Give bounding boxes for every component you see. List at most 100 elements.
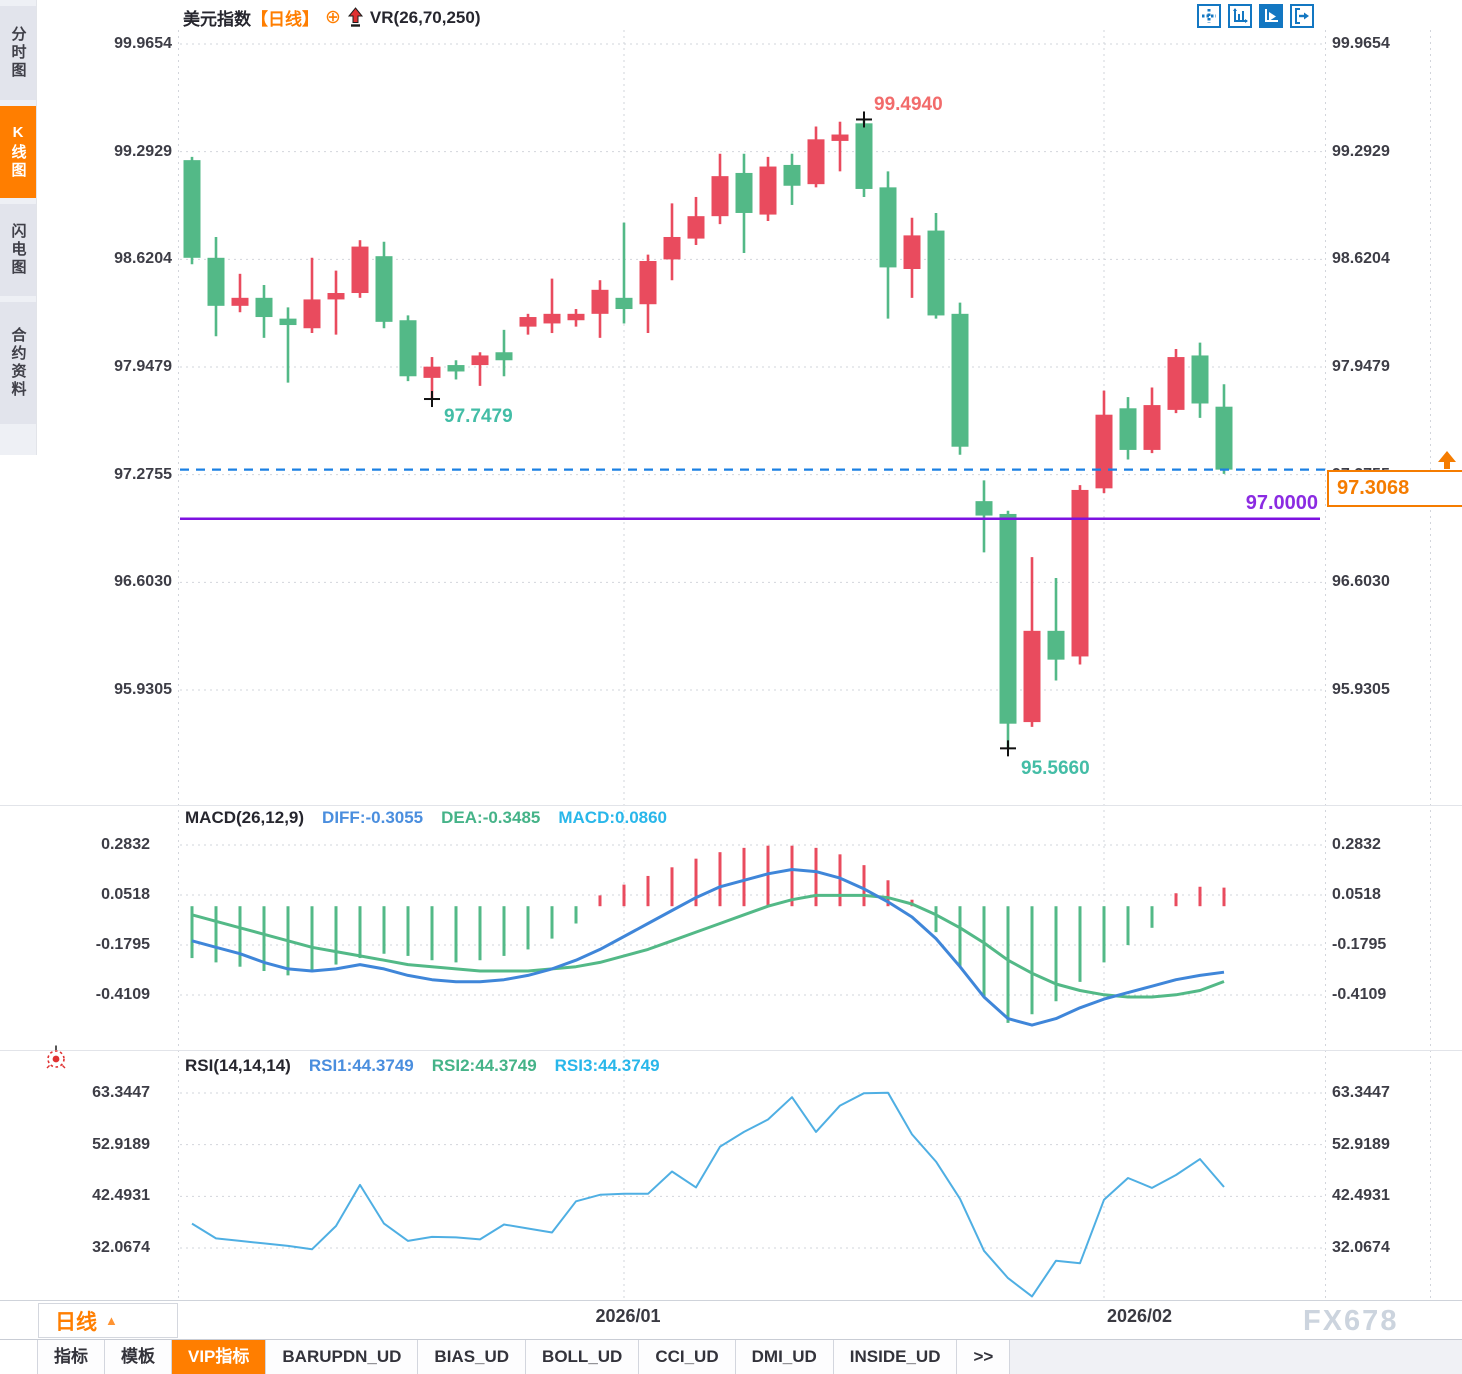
rsi-line <box>191 1091 1225 1298</box>
candle[interactable] <box>975 480 993 553</box>
bottom-tab-VIP[interactable]: VIP指标 <box>172 1340 267 1374</box>
x-axis-label-feb: 2026/02 <box>1107 1306 1173 1326</box>
candle[interactable] <box>999 510 1017 749</box>
candle[interactable] <box>1023 557 1041 727</box>
candle[interactable] <box>327 270 345 335</box>
y-axis-label: 95.9305 <box>1332 680 1390 698</box>
candle[interactable] <box>711 153 729 225</box>
exit-right-icon[interactable] <box>1290 4 1314 28</box>
candle[interactable] <box>879 171 897 319</box>
bottom-tab-DMI_UD[interactable]: DMI_UD <box>735 1340 834 1374</box>
bottom-tab-BARUPDN_UD[interactable]: BARUPDN_UD <box>266 1340 419 1374</box>
pan-crosshair-icon[interactable] <box>1197 4 1221 28</box>
y-axis-label: 96.6030 <box>1332 573 1390 591</box>
bottom-tab-CCI_UD[interactable]: CCI_UD <box>639 1340 736 1374</box>
sidebar-item-2[interactable]: K线图 <box>0 106 36 198</box>
bottom-tab-[interactable]: >> <box>957 1340 1011 1374</box>
extreme-marker <box>424 391 440 408</box>
candle[interactable] <box>351 240 369 298</box>
candle[interactable] <box>1119 397 1137 460</box>
candle[interactable] <box>951 302 969 455</box>
candle[interactable] <box>279 307 297 383</box>
y-axis-label: 52.9189 <box>92 1135 150 1153</box>
candle[interactable] <box>927 212 945 319</box>
candle[interactable] <box>183 156 201 265</box>
candle[interactable] <box>375 241 393 329</box>
candle[interactable] <box>1215 384 1233 474</box>
candle[interactable] <box>615 222 633 324</box>
y-axis-label: 95.9305 <box>114 680 172 698</box>
macd-dea-line <box>191 893 1225 999</box>
macd-header: MACD(26,12,9) DIFF:-0.3055 DEA:-0.3485 M… <box>185 808 667 828</box>
timeframe-button[interactable]: 日线 ▲ <box>38 1303 178 1338</box>
rsi2-value: RSI2:44.3749 <box>431 1056 537 1075</box>
candle[interactable] <box>831 121 849 172</box>
axis-scale-icon[interactable] <box>1228 4 1252 28</box>
candle[interactable] <box>1071 485 1089 665</box>
axis-play-icon[interactable] <box>1259 4 1283 28</box>
bottom-tab-[interactable]: 指标 <box>38 1340 105 1374</box>
candle[interactable] <box>303 257 321 334</box>
candle[interactable] <box>567 309 585 327</box>
candle[interactable] <box>495 329 513 377</box>
candle[interactable] <box>1095 390 1113 494</box>
candle[interactable] <box>639 254 657 334</box>
candle[interactable] <box>855 119 873 197</box>
support-price-label: 97.0000 <box>1245 492 1318 514</box>
period-tag: 【日线】 <box>251 10 319 29</box>
candle[interactable] <box>591 280 609 338</box>
candle[interactable] <box>735 153 753 253</box>
y-axis-label: 0.2832 <box>101 836 150 853</box>
candle[interactable] <box>399 315 417 382</box>
y-axis-label: -0.1795 <box>95 935 150 953</box>
candle[interactable] <box>1167 349 1185 414</box>
bottom-tab-INSIDE_UD[interactable]: INSIDE_UD <box>833 1340 958 1374</box>
y-axis-label: 52.9189 <box>1332 1135 1390 1153</box>
y-axis-label: 99.2929 <box>114 142 172 160</box>
bottom-tab-BIAS_UD[interactable]: BIAS_UD <box>418 1340 527 1374</box>
sidebar-item-1[interactable]: 分时图 <box>0 6 36 100</box>
candle[interactable] <box>207 236 225 337</box>
candle[interactable] <box>1047 577 1065 681</box>
macd-name: MACD(26,12,9) <box>185 808 305 827</box>
candle[interactable] <box>519 313 537 335</box>
rsi-name: RSI(14,14,14) <box>185 1056 291 1075</box>
candle[interactable] <box>687 196 705 245</box>
chart-toolbar <box>1197 4 1314 28</box>
y-axis-label: 63.3447 <box>1332 1084 1390 1101</box>
candle[interactable] <box>255 285 273 338</box>
candle[interactable] <box>231 273 249 313</box>
candle[interactable] <box>471 352 489 386</box>
y-axis-label: 97.9479 <box>114 358 172 375</box>
candle[interactable] <box>783 153 801 205</box>
candle[interactable] <box>543 278 561 334</box>
candle[interactable] <box>807 126 825 188</box>
candle[interactable] <box>447 360 465 380</box>
sidebar-item-4[interactable]: 合约资料 <box>0 302 36 424</box>
candle[interactable] <box>903 217 921 298</box>
candle[interactable] <box>663 203 681 281</box>
alarm-sun-icon[interactable] <box>42 1044 70 1077</box>
y-axis-label: 97.2755 <box>114 465 172 483</box>
candle[interactable] <box>1143 387 1161 454</box>
bottom-tab-BOLL_UD[interactable]: BOLL_UD <box>526 1340 640 1374</box>
y-axis-label: 99.9654 <box>1332 35 1390 52</box>
timeframe-arrow-icon: ▲ <box>105 1313 118 1328</box>
y-axis-label: 97.9479 <box>1332 358 1390 375</box>
peak-price-label: 99.4940 <box>874 94 943 115</box>
sidebar-item-3[interactable]: 闪电图 <box>0 204 36 296</box>
x-axis-label-jan: 2026/01 <box>595 1306 661 1326</box>
candle[interactable] <box>1191 342 1209 418</box>
trough2-price-label: 95.5660 <box>1021 758 1090 779</box>
candle[interactable] <box>759 156 777 221</box>
y-axis-label: 0.0518 <box>101 886 150 903</box>
indicator-tab-bar: 指标 模板 VIP指标 BARUPDN_UD BIAS_UD BOLL_UD CCI_UD D… <box>0 1339 1462 1374</box>
y-axis-label: 98.6204 <box>1332 250 1390 268</box>
add-indicator-icon[interactable]: ⊕ <box>325 7 341 28</box>
y-axis-label: 99.9654 <box>114 35 172 52</box>
y-axis-label: 42.4931 <box>1332 1187 1390 1205</box>
bottom-tab-[interactable]: 模板 <box>105 1340 172 1374</box>
watermark: FX678 <box>1303 1305 1399 1337</box>
